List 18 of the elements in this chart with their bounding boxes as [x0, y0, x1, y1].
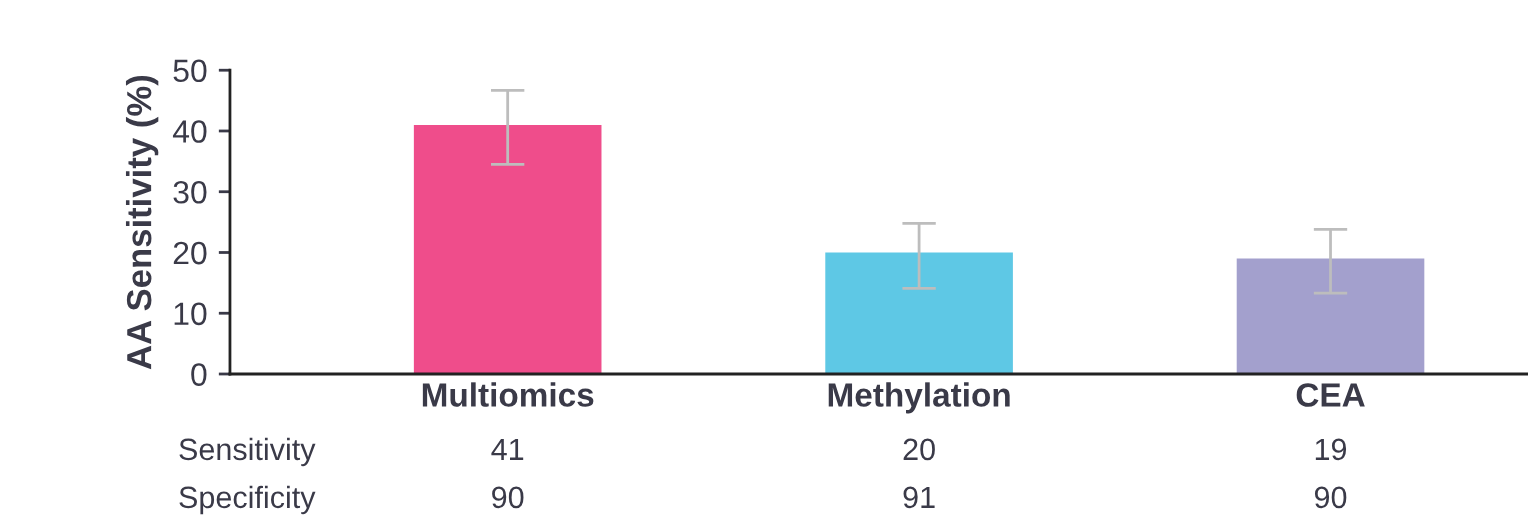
text: 90 [492, 486, 524, 509]
y-tick-label: 40 [172, 120, 207, 143]
x-tick-label: Methylation [828, 382, 1010, 414]
data-label: 19 [1315, 438, 1347, 461]
text: 90 [1314, 486, 1347, 509]
y-axis-title: AA Sensitivity (%) [125, 75, 159, 370]
text: 91 [903, 486, 935, 509]
data-label: 20 [903, 438, 935, 461]
y-tick-label: 0 [191, 363, 207, 386]
y-tick-label: 10 [174, 302, 207, 326]
data-label: 41 [491, 438, 524, 460]
text: Specificity [179, 485, 316, 515]
y-tick-label: 20 [173, 241, 207, 265]
x-tick-label: CEA [1296, 383, 1365, 407]
y-tick-label: 30 [173, 181, 207, 204]
y-tick-label: 50 [173, 59, 207, 83]
text: Sensitivity [179, 437, 316, 467]
x-tick-label: Multiomics [422, 382, 594, 407]
